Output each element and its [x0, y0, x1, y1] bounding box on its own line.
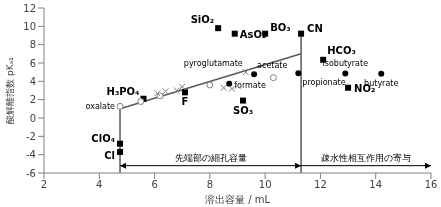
- svg-text:12: 12: [314, 179, 327, 190]
- svg-text:4: 4: [96, 179, 102, 190]
- svg-text:propionate: propionate: [302, 78, 345, 87]
- svg-text:16: 16: [425, 179, 433, 190]
- svg-text:14: 14: [369, 179, 382, 190]
- svg-text:isobutyrate: isobutyrate: [323, 59, 369, 68]
- svg-text:10: 10: [23, 21, 36, 32]
- svg-text:SO₃: SO₃: [233, 105, 253, 116]
- svg-text:CN: CN: [307, 23, 323, 34]
- svg-text:0: 0: [30, 113, 36, 124]
- svg-text:溶出容量 / mL: 溶出容量 / mL: [205, 194, 270, 205]
- svg-text:12: 12: [23, 3, 36, 14]
- svg-text:pyroglutamate: pyroglutamate: [184, 59, 243, 68]
- svg-text:Cl: Cl: [104, 150, 115, 161]
- svg-text:oxalate: oxalate: [86, 102, 116, 111]
- svg-text:10: 10: [259, 179, 272, 190]
- svg-text:formate: formate: [234, 81, 266, 90]
- svg-text:SiO₂: SiO₂: [191, 14, 215, 25]
- svg-text:2: 2: [30, 94, 36, 105]
- svg-text:ClO₄: ClO₄: [91, 133, 115, 144]
- svg-text:2: 2: [41, 179, 47, 190]
- svg-text:酸解離指数 pKₐ₁: 酸解離指数 pKₐ₁: [8, 57, 15, 124]
- svg-text:6: 6: [151, 179, 157, 190]
- svg-text:AsO₂: AsO₂: [239, 28, 267, 40]
- svg-text:butyrate: butyrate: [364, 79, 398, 88]
- svg-text:疎水性相互作用の寄与: 疎水性相互作用の寄与: [321, 153, 411, 163]
- svg-text:8: 8: [30, 39, 36, 50]
- svg-text:F: F: [182, 96, 189, 107]
- svg-text:6: 6: [30, 58, 36, 69]
- svg-text:-6: -6: [26, 168, 36, 179]
- svg-text:8: 8: [207, 179, 213, 190]
- svg-text:NO₂: NO₂: [354, 82, 376, 94]
- svg-text:4: 4: [30, 76, 36, 87]
- svg-text:H₃PO₄: H₃PO₄: [107, 86, 140, 97]
- svg-text:先端部の細孔容量: 先端部の細孔容量: [175, 153, 247, 163]
- svg-text:-4: -4: [26, 149, 36, 160]
- svg-text:acetate: acetate: [257, 61, 287, 70]
- svg-text:BO₃: BO₃: [270, 22, 291, 33]
- svg-text:-2: -2: [26, 131, 36, 142]
- svg-text:HCO₃: HCO₃: [327, 45, 356, 56]
